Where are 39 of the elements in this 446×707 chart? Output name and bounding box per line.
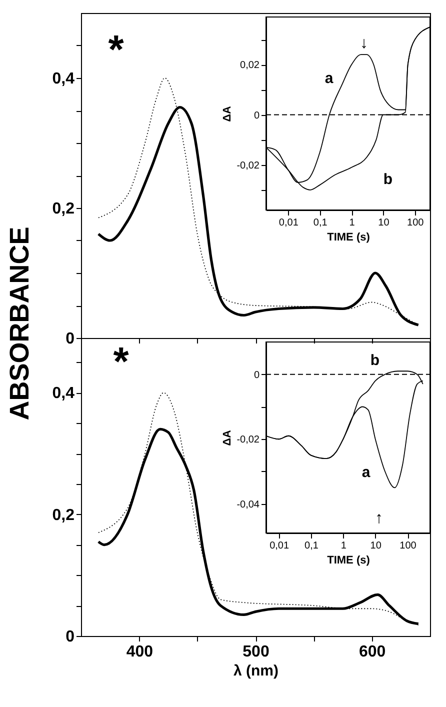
y-tick-label: 0 [254, 370, 260, 381]
y-tick-label: 0 [254, 110, 260, 122]
y-tick-label: -0,02 [236, 434, 260, 446]
x-axis-title: TIME (s) [327, 232, 370, 244]
x-tick-label: 100 [407, 218, 424, 228]
y-tick-label: -0,02 [236, 160, 260, 172]
y-tick-label: 0,4 [52, 385, 75, 402]
y-tick-label: 0,2 [52, 506, 75, 524]
series-label: a [362, 464, 371, 481]
x-tick-label: 10 [370, 540, 382, 552]
annotation: ↑ [375, 510, 383, 527]
x-tick-label: 0,01 [278, 218, 299, 228]
y-tick-label: 0 [66, 628, 75, 646]
x-tick-label: 500 [242, 644, 270, 660]
y-tick-label: 0 [66, 330, 75, 348]
annotation: ↓ [360, 35, 368, 52]
x-tick-label: 100 [400, 540, 417, 552]
y-axis-title: ΔA [222, 106, 234, 122]
series-label: a [324, 70, 334, 87]
x-tick-label: 1 [340, 540, 347, 552]
x-axis-title: λ (nm) [234, 662, 279, 680]
y-tick-label: 0,4 [52, 70, 75, 88]
x-tick-label: 400 [126, 644, 154, 660]
y-tick-label: 0,2 [52, 200, 75, 218]
y-axis-title: ΔA [222, 430, 234, 446]
annotation: * [108, 28, 124, 72]
x-tick-label: 0,1 [304, 540, 319, 552]
x-tick-label: 1 [349, 218, 356, 228]
series-label: b [370, 352, 380, 369]
x-axis-title: TIME (s) [327, 554, 370, 566]
x-tick-label: 0,01 [270, 540, 290, 552]
y-tick-label: -0,04 [236, 499, 260, 510]
x-tick-label: 600 [358, 644, 386, 660]
x-tick-label: 0,1 [313, 218, 328, 228]
y-axis-title: ABSORBANCE [4, 226, 34, 420]
annotation: * [113, 340, 130, 384]
series-label: b [383, 171, 393, 188]
x-tick-label: 10 [378, 218, 390, 228]
y-tick-label: 0,02 [240, 60, 260, 72]
